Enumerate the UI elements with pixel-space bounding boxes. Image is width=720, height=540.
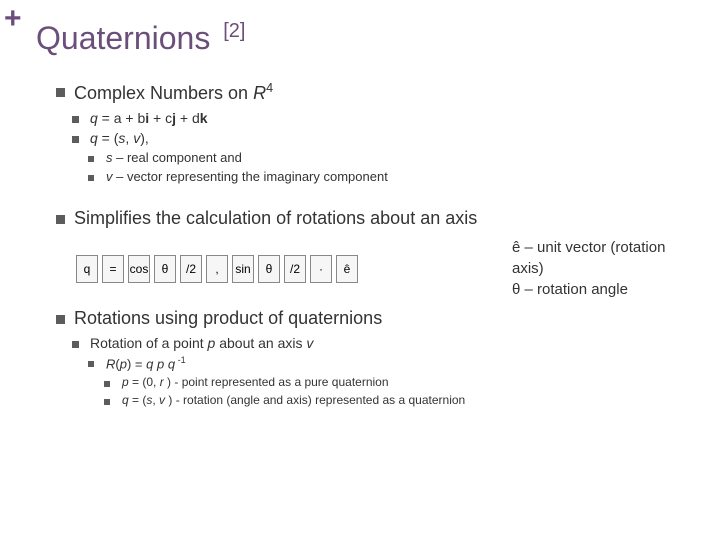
- slide-title: Quaternions [2]: [36, 20, 684, 57]
- text: ) =: [127, 356, 146, 371]
- formula-cell: /2: [180, 255, 202, 283]
- text: Simplifies the calculation of rotations …: [74, 208, 477, 228]
- text: = (0,: [129, 375, 160, 389]
- title-main: Quaternions: [36, 20, 210, 56]
- bullet-r-of-p: R(p) = q p q -1: [88, 355, 684, 371]
- text: ),: [140, 130, 149, 146]
- bullet-q-form2: q = (s, v),: [72, 130, 684, 146]
- text: p: [122, 375, 129, 389]
- formula-cell: q: [76, 255, 98, 283]
- text: Complex Numbers on: [74, 83, 253, 103]
- text: q: [122, 393, 129, 407]
- text: p: [120, 356, 127, 371]
- plus-icon: +: [4, 4, 22, 34]
- text: Rotations using product of quaternions: [74, 308, 382, 328]
- heading-complex: Complex Numbers on R4: [56, 81, 684, 104]
- bullet-rotation-point: Rotation of a point p about an axis v: [72, 335, 684, 351]
- bullet-s-comp: s – real component and: [88, 150, 684, 165]
- text: q: [168, 356, 175, 371]
- text: q: [90, 110, 98, 126]
- title-ref: [2]: [223, 20, 245, 42]
- text: about an axis: [215, 335, 306, 351]
- formula-cell: cos: [128, 255, 150, 283]
- text: – real component and: [113, 150, 242, 165]
- text: = (: [129, 393, 147, 407]
- slide-content: Complex Numbers on R4 q = a + bi + cj + …: [56, 81, 684, 407]
- section-simplifies: Simplifies the calculation of rotations …: [56, 208, 684, 229]
- text: = a + b: [98, 110, 145, 126]
- section-complex: Complex Numbers on R4 q = a + bi + cj + …: [56, 81, 684, 184]
- formula-cell: θ: [154, 255, 176, 283]
- text: – vector representing the imaginary comp…: [113, 169, 388, 184]
- text: ) - point represented as a pure quaterni…: [164, 375, 389, 389]
- text: θ – rotation angle: [512, 279, 684, 300]
- section-rotations: Rotations using product of quaternions R…: [56, 308, 684, 407]
- bullet-v-comp: v – vector representing the imaginary co…: [88, 169, 684, 184]
- text: v: [306, 335, 313, 351]
- formula-cell: ·: [310, 255, 332, 283]
- formula-row: q=cosθ/2,sinθ/2·ê ê – unit vector (rotat…: [72, 237, 684, 300]
- text: q: [90, 130, 98, 146]
- formula-box: q=cosθ/2,sinθ/2·ê: [72, 251, 362, 287]
- formula-cell: θ: [258, 255, 280, 283]
- text: R: [253, 83, 266, 103]
- bullet-q-form1: q = a + bi + cj + dk: [72, 110, 684, 126]
- heading-simplifies: Simplifies the calculation of rotations …: [56, 208, 684, 229]
- slide: + Quaternions [2] Complex Numbers on R4 …: [0, 0, 720, 540]
- formula-cell: /2: [284, 255, 306, 283]
- text: k: [200, 110, 208, 126]
- formula-cell: =: [102, 255, 124, 283]
- text: R: [106, 356, 115, 371]
- formula-cell: ê: [336, 255, 358, 283]
- text: 4: [266, 81, 273, 95]
- bullet-q-rot: q = (s, v ) - rotation (angle and axis) …: [104, 393, 684, 407]
- heading-rotations: Rotations using product of quaternions: [56, 308, 684, 329]
- formula-cell: ,: [206, 255, 228, 283]
- formula-cell: sin: [232, 255, 254, 283]
- text: + d: [176, 110, 200, 126]
- text: + c: [149, 110, 172, 126]
- formula-annotation: ê – unit vector (rotation axis) θ – rota…: [512, 237, 684, 300]
- text: -1: [175, 355, 186, 365]
- text: Rotation of a point: [90, 335, 208, 351]
- text: ê – unit vector (rotation axis): [512, 237, 684, 279]
- text: = (: [98, 130, 119, 146]
- bullet-p-pure: p = (0, r ) - point represented as a pur…: [104, 375, 684, 389]
- text: ) - rotation (angle and axis) represente…: [165, 393, 465, 407]
